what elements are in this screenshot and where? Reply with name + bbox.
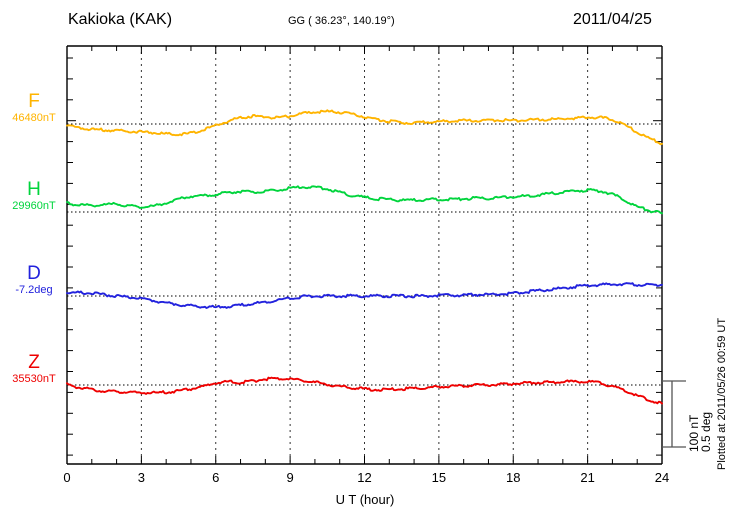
- component-label-h: H 29960nT: [2, 180, 66, 213]
- axis-ticks: [66, 46, 663, 464]
- x-tick-label-18: 18: [506, 470, 521, 485]
- station-title: Kakioka (KAK): [68, 11, 173, 28]
- component-letter-h: H: [27, 179, 41, 200]
- x-tick-label-3: 3: [137, 470, 145, 485]
- component-baseline-d: -7.2deg: [15, 284, 53, 296]
- x-tick-label-24: 24: [654, 470, 670, 485]
- component-label-d: D -7.2deg: [2, 264, 66, 297]
- scale-bar-caption: 100 nT 0.5 deg: [687, 411, 713, 452]
- plotted-at-timestamp: Plotted at 2011/05/26 00:59 UT: [716, 317, 728, 470]
- x-tick-label-9: 9: [286, 470, 294, 485]
- scale-bar: [662, 380, 686, 448]
- component-baseline-f: 46480nT: [12, 112, 56, 124]
- data-traces: [66, 109, 663, 405]
- component-label-z: Z 35530nT: [2, 353, 66, 386]
- component-letter-d: D: [27, 263, 41, 284]
- baseline-layer: [67, 123, 662, 386]
- x-tick-label-21: 21: [580, 470, 595, 485]
- scale-deg-label: 0.5 deg: [699, 411, 713, 452]
- x-tick-label-15: 15: [431, 470, 447, 485]
- x-tick-label-6: 6: [212, 470, 220, 485]
- x-axis-title: U T (hour): [335, 492, 395, 507]
- component-baseline-z: 35530nT: [12, 373, 56, 385]
- x-tick-label-0: 0: [63, 470, 71, 485]
- component-label-f: F 46480nT: [2, 92, 66, 125]
- geographic-coordinates: GG ( 36.23°, 140.19°): [288, 15, 395, 27]
- component-letter-z: Z: [28, 352, 40, 373]
- x-tick-label-12: 12: [357, 470, 372, 485]
- observation-date: 2011/04/25: [573, 11, 652, 28]
- component-letter-f: F: [28, 91, 40, 112]
- grid-layer: [140, 46, 589, 464]
- component-baseline-h: 29960nT: [12, 200, 56, 212]
